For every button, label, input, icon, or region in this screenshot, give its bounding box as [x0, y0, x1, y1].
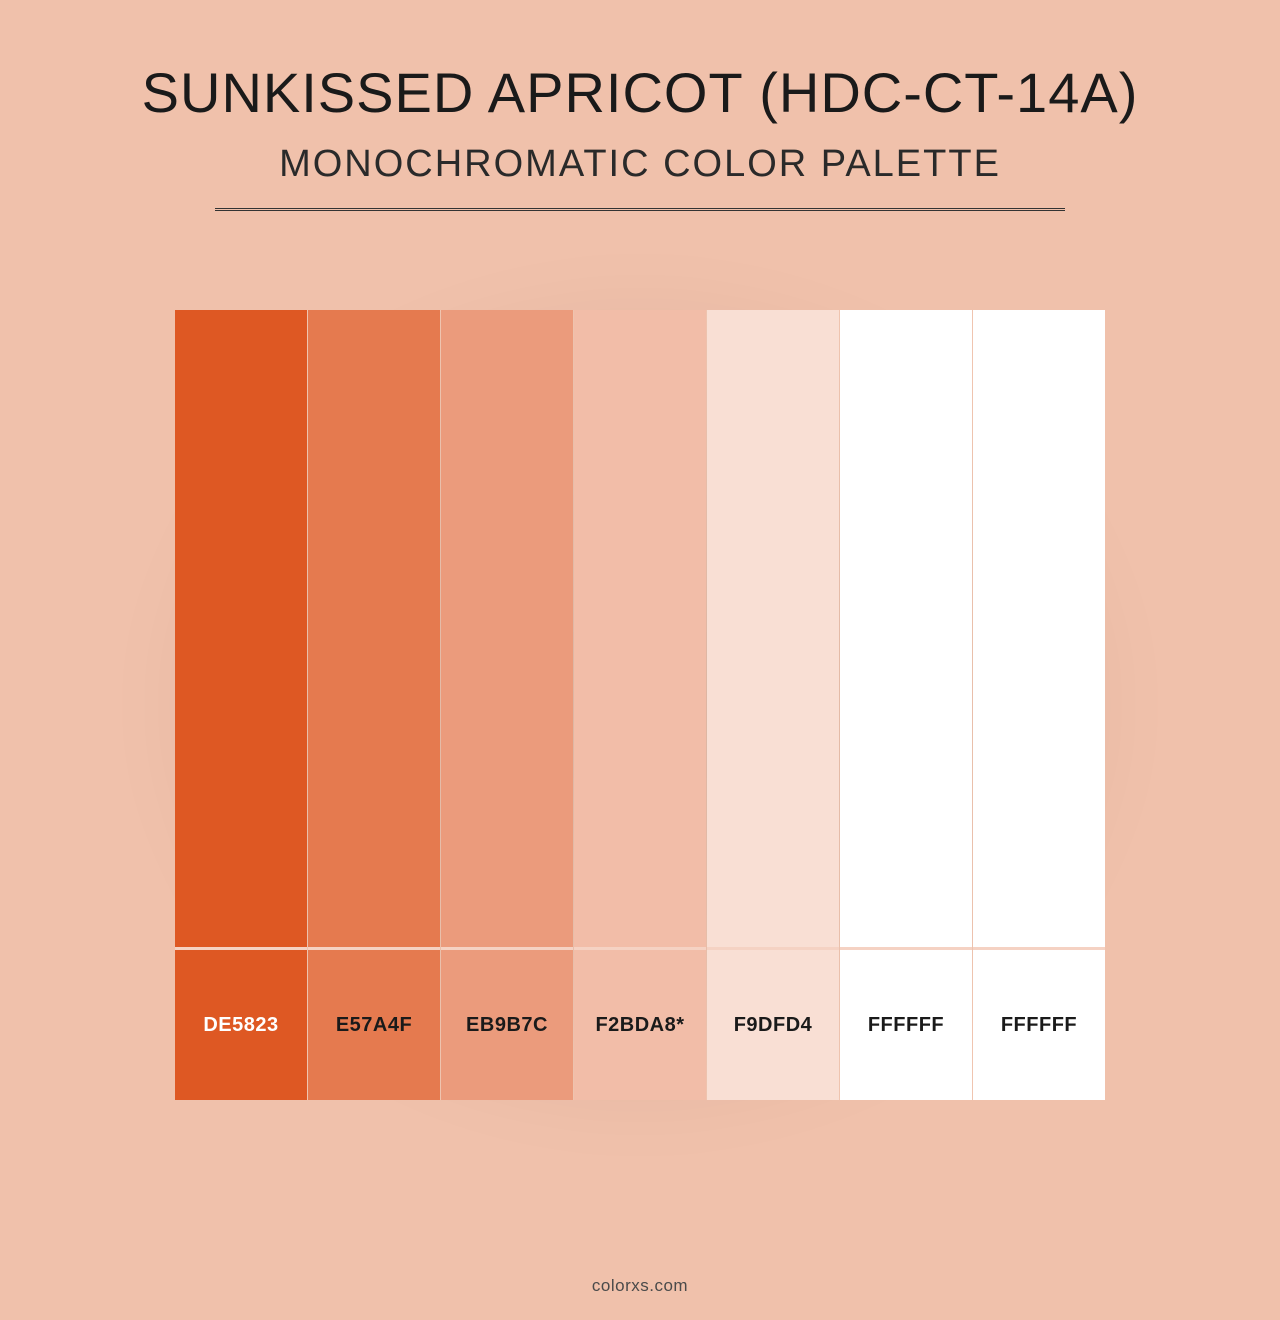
swatch-color-block — [175, 310, 307, 947]
swatch-color-block — [973, 310, 1105, 947]
swatch-hex-label: FFFFFF — [973, 950, 1105, 1100]
swatch-column: EB9B7C — [441, 310, 574, 1100]
swatch-color-block — [441, 310, 573, 947]
palette-card: SUNKISSED APRICOT (HDC-CT-14A) MONOCHROM… — [0, 0, 1280, 1320]
swatch-hex-label: FFFFFF — [840, 950, 972, 1100]
swatch-hex-label: F9DFD4 — [707, 950, 839, 1100]
swatch-color-block — [574, 310, 706, 947]
swatch-color-block — [707, 310, 839, 947]
title-divider — [215, 208, 1065, 212]
page-subtitle: MONOCHROMATIC COLOR PALETTE — [0, 143, 1280, 186]
swatch-hex-label: EB9B7C — [441, 950, 573, 1100]
swatch-hex-label: E57A4F — [308, 950, 440, 1100]
swatch-hex-label: F2BDA8* — [574, 950, 706, 1100]
swatch-column: E57A4F — [308, 310, 441, 1100]
swatch-color-block — [308, 310, 440, 947]
swatch-column: F2BDA8* — [574, 310, 707, 1100]
palette-container: DE5823E57A4FEB9B7CF2BDA8*F9DFD4FFFFFFFFF… — [175, 310, 1105, 1100]
swatch-hex-label: DE5823 — [175, 950, 307, 1100]
swatch-row: DE5823E57A4FEB9B7CF2BDA8*F9DFD4FFFFFFFFF… — [175, 310, 1105, 1100]
swatch-column: FFFFFF — [840, 310, 973, 1100]
swatch-column: DE5823 — [175, 310, 308, 1100]
attribution-text: colorxs.com — [0, 1276, 1280, 1296]
swatch-color-block — [840, 310, 972, 947]
page-title: SUNKISSED APRICOT (HDC-CT-14A) — [0, 60, 1280, 125]
swatch-column: F9DFD4 — [707, 310, 840, 1100]
swatch-column: FFFFFF — [973, 310, 1105, 1100]
